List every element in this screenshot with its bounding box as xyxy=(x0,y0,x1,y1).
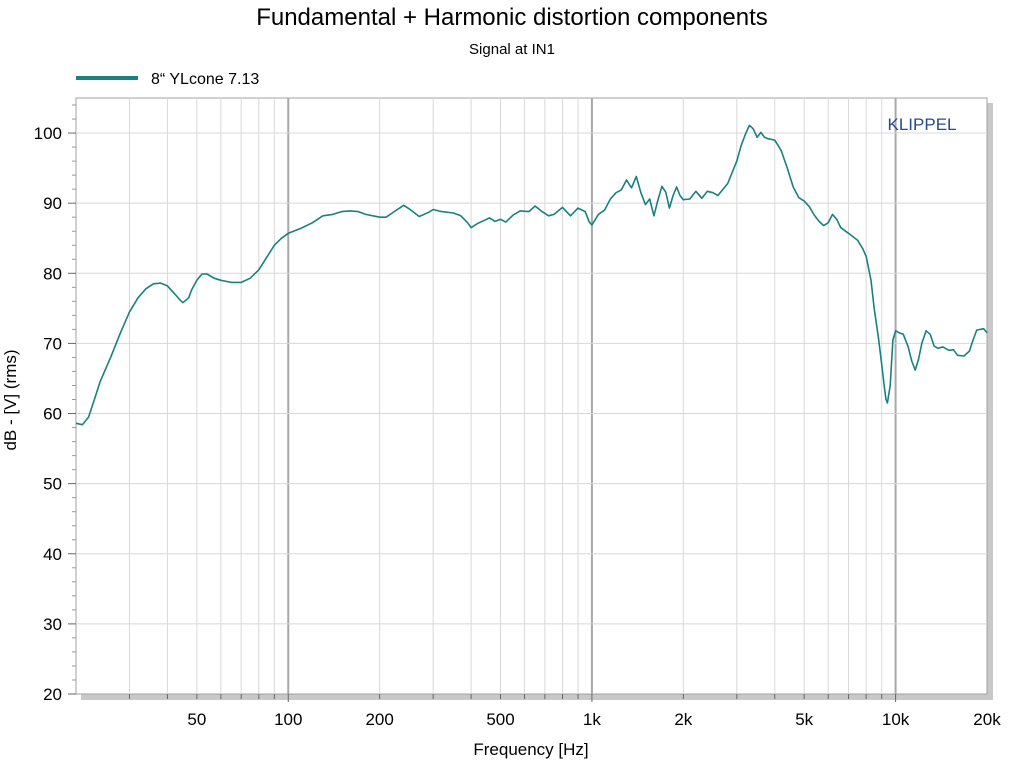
y-tick-label: 30 xyxy=(43,615,62,634)
y-tick-label: 80 xyxy=(43,264,62,283)
x-tick-label: 20k xyxy=(973,710,1001,729)
x-tick-label: 5k xyxy=(795,710,813,729)
y-tick-label: 20 xyxy=(43,685,62,704)
y-tick-label: 50 xyxy=(43,475,62,494)
watermark: KLIPPEL xyxy=(888,115,957,134)
axis-ticks: 20 30 40 50 60 70 80 90 100 50 100 200 500 1k 2k 5k 10k 2… xyxy=(34,104,1001,729)
plot-area xyxy=(75,97,988,695)
y-tick-label: 60 xyxy=(43,405,62,424)
chart-title: Fundamental + Harmonic distortion compon… xyxy=(256,4,768,31)
x-tick-label: 1k xyxy=(583,710,601,729)
x-tick-label: 10k xyxy=(882,710,910,729)
legend-label: 8“ YLcone 7.13 xyxy=(151,71,259,88)
y-tick-label: 40 xyxy=(43,545,62,564)
chart-subtitle: Signal at IN1 xyxy=(469,41,555,58)
y-tick-label: 100 xyxy=(34,124,62,143)
series-layer xyxy=(75,124,988,426)
x-axis-label: Frequency [Hz] xyxy=(473,740,588,759)
x-tick-label: 2k xyxy=(674,710,692,729)
x-tick-label: 100 xyxy=(274,710,302,729)
y-axis-label: dB - [V] (rms) xyxy=(1,349,20,450)
x-tick-label: 50 xyxy=(187,710,206,729)
series-line-0 xyxy=(75,124,988,426)
x-tick-label: 200 xyxy=(365,710,393,729)
x-tick-label: 500 xyxy=(486,710,514,729)
y-tick-label: 70 xyxy=(43,334,62,353)
y-tick-label: 90 xyxy=(43,194,62,213)
legend: 8“ YLcone 7.13 xyxy=(76,71,259,88)
grid xyxy=(76,98,987,694)
